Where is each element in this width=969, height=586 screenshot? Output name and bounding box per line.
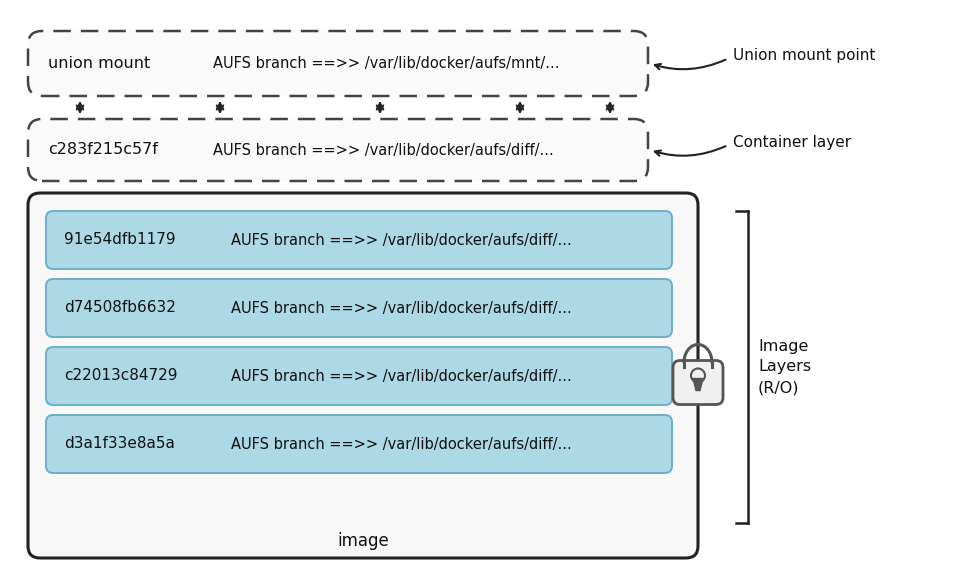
Circle shape [690, 369, 704, 383]
Text: AUFS branch ==>> /var/lib/docker/aufs/diff/...: AUFS branch ==>> /var/lib/docker/aufs/di… [213, 142, 553, 158]
FancyBboxPatch shape [28, 119, 647, 181]
Text: d3a1f33e8a5a: d3a1f33e8a5a [64, 437, 174, 451]
Text: c283f215c57f: c283f215c57f [47, 142, 158, 158]
FancyBboxPatch shape [28, 31, 647, 96]
Text: AUFS branch ==>> /var/lib/docker/aufs/diff/...: AUFS branch ==>> /var/lib/docker/aufs/di… [231, 301, 571, 315]
Text: AUFS branch ==>> /var/lib/docker/aufs/diff/...: AUFS branch ==>> /var/lib/docker/aufs/di… [231, 369, 571, 383]
Text: union mount: union mount [47, 56, 150, 71]
Polygon shape [692, 379, 703, 390]
Text: AUFS branch ==>> /var/lib/docker/aufs/diff/...: AUFS branch ==>> /var/lib/docker/aufs/di… [231, 437, 571, 451]
Text: AUFS branch ==>> /var/lib/docker/aufs/mnt/...: AUFS branch ==>> /var/lib/docker/aufs/mn… [213, 56, 559, 71]
Text: d74508fb6632: d74508fb6632 [64, 301, 175, 315]
FancyBboxPatch shape [672, 360, 722, 404]
FancyBboxPatch shape [46, 347, 672, 405]
FancyBboxPatch shape [46, 415, 672, 473]
Text: image: image [337, 532, 389, 550]
Text: Container layer: Container layer [733, 135, 850, 149]
Text: Image
Layers
(R/O): Image Layers (R/O) [757, 339, 810, 396]
FancyBboxPatch shape [46, 279, 672, 337]
Text: 91e54dfb1179: 91e54dfb1179 [64, 233, 175, 247]
Text: Union mount point: Union mount point [733, 48, 874, 63]
Text: AUFS branch ==>> /var/lib/docker/aufs/diff/...: AUFS branch ==>> /var/lib/docker/aufs/di… [231, 233, 571, 247]
Text: c22013c84729: c22013c84729 [64, 369, 177, 383]
FancyBboxPatch shape [28, 193, 698, 558]
FancyBboxPatch shape [46, 211, 672, 269]
